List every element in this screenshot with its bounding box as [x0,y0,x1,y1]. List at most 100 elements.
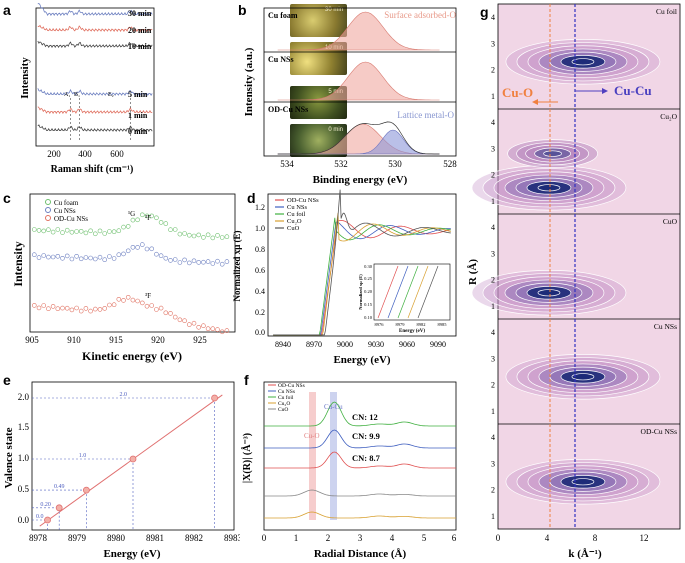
annotation: CN: 12 [352,412,378,422]
panel-a-frame [35,7,155,147]
subpanel-title: Cu foil [656,7,677,16]
panel-e-tick: 8978 [29,533,48,543]
data-point [83,255,89,260]
panel-d-tick: 9060 [399,340,415,349]
panel-e-tick: 8983 [224,533,240,543]
subpanel-title: CuO [663,217,678,226]
xps-peak [277,123,440,155]
data-point [140,212,145,218]
point-label: 0.0 [36,514,44,520]
data-point [215,258,220,264]
exafs-curve [264,511,456,519]
panel-g-tick: 12 [640,533,649,543]
data-point [129,455,137,463]
data-point [50,229,56,235]
data-point [196,260,201,265]
cu-cu-band [330,392,337,520]
data-point [78,256,84,262]
raman-curve [37,40,153,48]
data-point [36,255,42,260]
legend-entry: OD-Cu NSs [287,197,319,204]
data-point [55,306,61,311]
raman-curve [37,124,153,132]
data-point [55,227,61,232]
cu-o-band [309,392,316,520]
panel-e-tick: 8980 [107,533,126,543]
panel-g-ytick: 4 [491,223,495,232]
contour [534,147,571,160]
data-point [97,307,103,312]
data-point [201,259,206,265]
panel-d-ytick: 0.8 [255,245,265,254]
panel-c-label: c [3,190,11,206]
panel-d-tick: 8940 [275,340,291,349]
curve-label: 0 min [128,127,148,136]
data-point [149,303,154,308]
panel-f-tick: 0 [262,533,267,543]
panel-f-label: f [244,372,249,388]
panel-d-xlabel: Energy (eV) [333,354,390,366]
data-point [224,328,230,333]
data-point [46,227,51,233]
contour [571,478,595,486]
panel-b-label: b [238,2,247,18]
point-label: 1.0 [79,453,87,459]
data-point [111,256,117,261]
data-point [191,320,197,326]
panel-e-ytick: 0.0 [18,515,30,525]
data-point [74,254,79,259]
data-point [121,224,126,230]
point-label: 2.0 [120,392,128,398]
data-point [224,234,230,240]
inset-tick: 0.25 [364,276,373,281]
data-point [158,220,164,225]
panel-a-xlabel: Raman shift (cm⁻¹) [51,164,134,175]
panel-f-tick: 5 [422,533,427,543]
data-point [46,306,51,311]
data-point [187,260,192,266]
panel-g-ytick: 2 [491,276,495,285]
data-point [182,318,187,323]
data-point [121,251,126,257]
legend-entry: Cu₂O [287,218,302,225]
xps-peak [277,11,440,51]
inset-xlabel: Energy (eV) [399,329,425,334]
annotation: Cu-Cu [614,83,652,98]
photo-label: 30 min [324,7,343,13]
panel-g-tick: 4 [545,533,550,543]
data-point [93,256,98,262]
data-point [168,311,173,316]
inset-curve [387,265,409,319]
data-point [163,221,169,226]
panel-d-ytick: 0.6 [255,266,265,275]
data-point [41,303,47,308]
panel-f-tick: 6 [452,533,457,543]
data-point [78,228,84,234]
annotation: CN: 8.7 [352,453,381,463]
data-point [211,394,218,402]
data-point [191,258,197,264]
data-point [140,300,145,306]
panel-d-ylabel: Normalized xμ (E) [232,230,242,301]
xps-peak [277,61,440,101]
data-point [102,231,107,236]
data-point [69,229,75,235]
data-point [172,314,178,320]
panel-d-tick: 9090 [430,340,446,349]
data-point [82,486,90,494]
data-point [144,246,150,252]
data-point [36,228,42,233]
panel-g-ytick: 1 [491,197,495,206]
panel-g-ytick: 4 [491,433,495,442]
data-point [93,231,98,237]
panel-c-chart: Cu foam Cu NSs OD-Cu NSs ¹G ³F ³F 905 91… [11,193,236,363]
panel-g-ytick: 1 [491,302,495,311]
data-point [182,257,187,263]
data-point [182,231,187,236]
data-point [74,305,79,311]
panel-c-tick: 910 [67,335,81,345]
data-point [64,253,70,259]
panel-a-tick: 200 [47,149,61,159]
panel-d-ytick: 0.4 [255,287,265,296]
data-point [125,224,131,229]
